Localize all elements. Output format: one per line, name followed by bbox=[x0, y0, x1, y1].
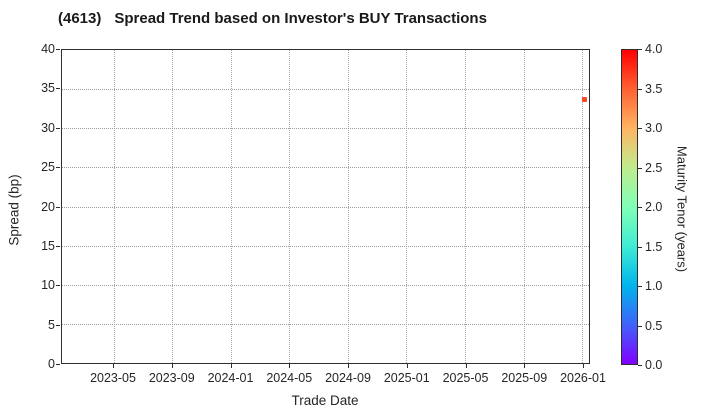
colorbar-tick-label: 4.0 bbox=[645, 42, 663, 56]
y-tick-label: 0 bbox=[48, 357, 55, 371]
x-tick-mark bbox=[583, 364, 585, 368]
y-tick-mark bbox=[56, 324, 60, 326]
colorbar-tick-mark bbox=[638, 207, 642, 208]
y-gridline bbox=[62, 89, 589, 91]
y-tick-mark bbox=[56, 167, 60, 169]
colorbar-tick-mark bbox=[638, 167, 642, 169]
colorbar-tick-mark bbox=[638, 128, 642, 129]
y-tick-mark bbox=[56, 245, 60, 247]
chart-title: (4613) Spread Trend based on Investor's … bbox=[58, 10, 487, 27]
y-gridline bbox=[62, 206, 589, 208]
chart-title-code: (4613) bbox=[58, 10, 102, 27]
plot-area bbox=[61, 49, 590, 364]
x-tick-label: 2026-01 bbox=[560, 371, 606, 385]
x-tick-label: 2024-05 bbox=[266, 371, 313, 385]
y-gridline bbox=[62, 128, 589, 130]
y-gridline bbox=[62, 284, 589, 286]
colorbar-tick-label: 2.5 bbox=[645, 160, 663, 175]
x-tick-mark bbox=[289, 364, 291, 368]
y-tick-mark bbox=[56, 88, 60, 90]
x-tick-label: 2023-05 bbox=[90, 371, 136, 385]
colorbar-tick-label: 1.0 bbox=[645, 279, 663, 293]
x-axis-label: Trade Date bbox=[291, 393, 359, 408]
y-gridline bbox=[62, 167, 589, 169]
x-tick-mark bbox=[524, 364, 526, 368]
y-tick-label: 25 bbox=[41, 160, 55, 175]
y-tick-label: 15 bbox=[41, 238, 55, 253]
x-tick-label: 2023-09 bbox=[148, 371, 195, 385]
colorbar-tick-label: 3.0 bbox=[645, 121, 663, 135]
colorbar-tick-mark bbox=[638, 49, 642, 50]
colorbar-tick-label: 1.5 bbox=[645, 239, 663, 254]
colorbar-tick-label: 3.5 bbox=[645, 81, 663, 96]
x-tick-mark bbox=[230, 364, 232, 368]
y-gridline bbox=[62, 323, 589, 325]
colorbar-tick-mark bbox=[638, 246, 642, 248]
colorbar-tick-mark bbox=[638, 88, 642, 90]
y-tick-label: 30 bbox=[41, 120, 55, 135]
colorbar-tick-label: 2.0 bbox=[645, 200, 663, 214]
x-tick-mark bbox=[171, 364, 173, 368]
data-point bbox=[582, 96, 588, 102]
x-tick-mark bbox=[348, 364, 349, 368]
x-tick-label: 2024-01 bbox=[207, 371, 254, 385]
y-tick-mark bbox=[56, 127, 60, 129]
y-tick-mark bbox=[56, 364, 60, 365]
chart-title-text: Spread Trend based on Investor's BUY Tra… bbox=[114, 10, 487, 27]
y-tick-label: 35 bbox=[41, 81, 55, 96]
colorbar-tick-mark bbox=[638, 365, 642, 366]
y-tick-label: 5 bbox=[48, 317, 55, 332]
y-tick-label: 10 bbox=[41, 278, 55, 293]
colorbar-tick-label: 0.0 bbox=[645, 358, 663, 372]
y-tick-mark bbox=[56, 49, 60, 50]
x-tick-label: 2025-05 bbox=[442, 371, 489, 385]
colorbar-tick-mark bbox=[638, 325, 642, 327]
x-tick-mark bbox=[113, 364, 114, 368]
colorbar-tick-label: 0.5 bbox=[645, 318, 663, 333]
y-tick-mark bbox=[56, 285, 60, 287]
x-tick-label: 2025-01 bbox=[383, 371, 430, 385]
x-tick-label: 2025-09 bbox=[501, 371, 548, 385]
y-tick-label: 40 bbox=[41, 42, 55, 56]
colorbar-gradient bbox=[621, 49, 638, 365]
y-tick-label: 20 bbox=[41, 199, 55, 214]
x-tick-mark bbox=[465, 364, 467, 368]
colorbar-label: Maturity Tenor (years) bbox=[674, 145, 690, 273]
x-tick-mark bbox=[406, 364, 408, 368]
colorbar-tick-mark bbox=[638, 286, 642, 287]
x-tick-label: 2024-09 bbox=[325, 371, 371, 385]
y-gridline bbox=[62, 245, 589, 247]
y-tick-mark bbox=[56, 206, 60, 208]
